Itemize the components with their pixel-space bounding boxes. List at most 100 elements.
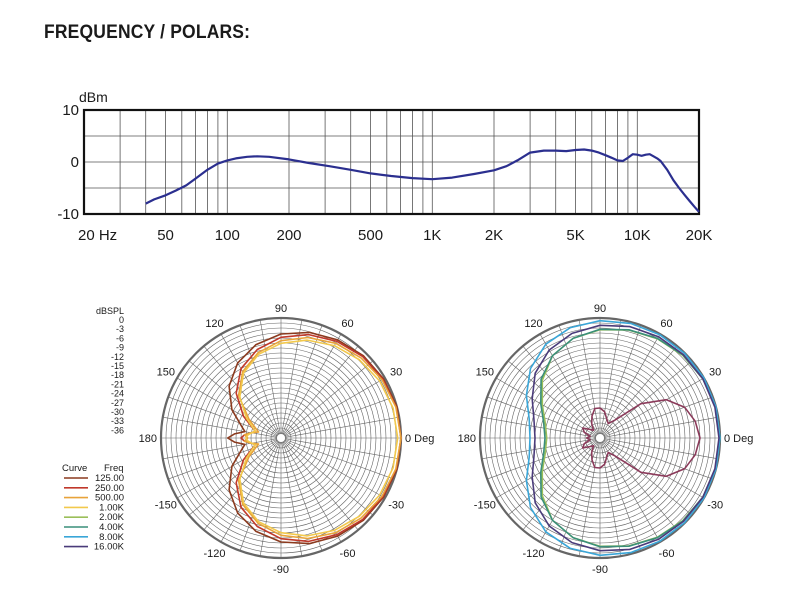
polar-spoke: [601, 441, 661, 543]
legend-entry-freq: 2.00K: [99, 512, 124, 523]
polar-curve-125.00: [226, 331, 402, 545]
polar-r-tick-label: -36: [111, 425, 124, 435]
freq-x-tick-label: 20K: [686, 227, 713, 244]
polar-spoke: [603, 438, 719, 460]
polar-spoke: [284, 438, 400, 460]
polar-unit-label: dBSPL: [96, 306, 124, 316]
polar-spoke: [481, 416, 597, 438]
polar-ring: [594, 432, 606, 444]
legend-entry-freq: 500.00: [95, 493, 124, 504]
polar-r-tick-label: -12: [111, 352, 124, 362]
polar-spoke: [283, 360, 374, 436]
polar-spoke: [220, 333, 280, 435]
freq-x-tick-label: 100: [215, 227, 240, 244]
polar-spoke: [282, 441, 323, 551]
freq-y-axis-label: dBm: [79, 89, 108, 105]
polar-angle-label: 120: [205, 318, 223, 330]
polar-angle-label: -120: [203, 548, 225, 560]
polar-spoke: [495, 439, 597, 499]
polar-spoke: [539, 441, 599, 543]
polar-r-tick-label: -30: [111, 407, 124, 417]
polar-curve-500.00: [237, 336, 402, 540]
polar-angle-label: 150: [157, 367, 175, 379]
polar-spoke: [220, 441, 280, 543]
polar-angle-label: -30: [707, 500, 723, 512]
freq-x-tick-label: 20 Hz: [78, 227, 117, 244]
polar-curve-250.00: [235, 333, 402, 543]
freq-x-tick-label: 50: [157, 227, 174, 244]
polar-spoke: [239, 441, 280, 551]
polar-curve-1.00K: [239, 339, 399, 537]
polar-spoke: [259, 319, 281, 435]
polar-spoke: [578, 441, 600, 557]
polar-curve-extra: [581, 398, 701, 478]
polar-spoke: [284, 416, 400, 438]
polar-angle-label: -60: [659, 548, 675, 560]
legend-entry-freq: 16.00K: [94, 542, 125, 553]
legend-entry-freq: 250.00: [95, 483, 124, 494]
polar-angle-label: -150: [155, 500, 177, 512]
polar-spoke: [603, 439, 713, 480]
polar-r-tick-label: -27: [111, 398, 124, 408]
polar-curve-16.00K: [531, 324, 720, 552]
polar-spoke: [602, 440, 693, 516]
polar-spoke: [162, 438, 278, 460]
polar-spoke: [507, 440, 598, 516]
polar-spoke: [578, 319, 600, 435]
polar-angle-label: -60: [340, 548, 356, 560]
freq-x-tick-label: 2K: [485, 227, 503, 244]
freq-x-tick-label: 1K: [423, 227, 441, 244]
polar-spoke: [487, 396, 597, 437]
polar-r-tick-label: -21: [111, 379, 124, 389]
polar-angle-label: -90: [273, 564, 289, 576]
polar-spoke: [603, 396, 713, 437]
polar-spoke: [282, 325, 323, 435]
polar-spoke: [601, 325, 642, 435]
polar-r-tick-label: -6: [116, 333, 124, 343]
polar-angle-label: 150: [476, 367, 494, 379]
polar-spoke: [168, 396, 278, 437]
polar-spoke: [481, 438, 597, 460]
polar-ring: [275, 432, 287, 444]
polar-angle-label: 0 Deg: [724, 433, 753, 445]
freq-y-tick-label: -10: [57, 206, 79, 223]
polar-r-tick-label: -3: [116, 324, 124, 334]
freq-x-tick-label: 10K: [624, 227, 651, 244]
freq-y-tick-label: 10: [62, 102, 79, 119]
polar-angle-label: 0 Deg: [405, 433, 434, 445]
polar-spoke: [282, 333, 342, 435]
polar-angle-label: 30: [390, 367, 402, 379]
polar-r-tick-label: -15: [111, 361, 124, 371]
legend-header-curve: Curve: [62, 463, 87, 474]
polar-angle-label: 180: [139, 433, 157, 445]
polar-spoke: [602, 360, 693, 436]
legend-entry-freq: 4.00K: [99, 522, 124, 533]
polar-spoke: [162, 416, 278, 438]
polar-spoke: [282, 441, 342, 543]
polar-angle-label: -120: [522, 548, 544, 560]
polar-angle-label: 120: [524, 318, 542, 330]
polar-spoke: [539, 333, 599, 435]
polar-angle-label: 90: [275, 303, 287, 315]
page-title: FREQUENCY / POLARS:: [44, 22, 251, 43]
polar-angle-label: 90: [594, 303, 606, 315]
polar-spoke: [283, 440, 374, 516]
freq-response-curve: [145, 148, 700, 213]
polar-spoke: [283, 345, 359, 436]
polar-spoke: [507, 360, 598, 436]
polar-spoke: [603, 377, 705, 437]
polar-curve-4.00K: [539, 328, 721, 548]
freq-x-tick-label: 200: [276, 227, 301, 244]
polar-spoke: [601, 333, 661, 435]
polar-grid-left: 0 Deg 30 60 90 120 150 180 -150 -120 -90 -60 -30: [139, 303, 435, 576]
polar-spoke: [188, 440, 279, 516]
polar-angle-label: -150: [474, 500, 496, 512]
polar-spoke: [601, 441, 642, 551]
polar-spoke: [603, 416, 719, 438]
polar-r-tick-label: -24: [111, 389, 124, 399]
polar-angle-label: -30: [388, 500, 404, 512]
polar-spoke: [284, 377, 386, 437]
polar-spoke: [168, 439, 278, 480]
freq-x-tick-label: 500: [358, 227, 383, 244]
